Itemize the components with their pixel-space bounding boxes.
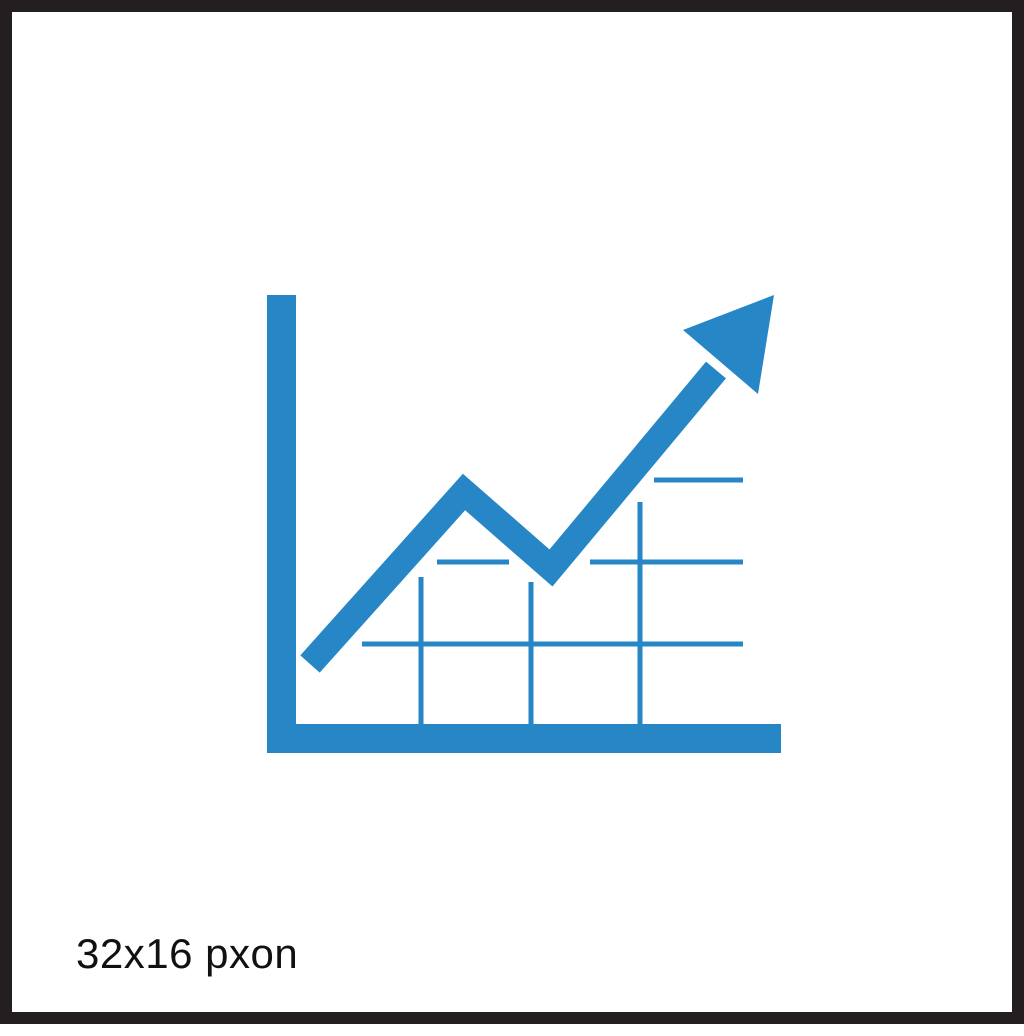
grid-lines (362, 477, 743, 724)
trend-line (300, 361, 726, 673)
growth-chart-icon (267, 295, 781, 753)
icon-caption: 32x16 pxon (76, 930, 299, 977)
x-axis (267, 724, 781, 753)
trend-arrow-head (683, 295, 774, 394)
y-axis (267, 295, 296, 753)
